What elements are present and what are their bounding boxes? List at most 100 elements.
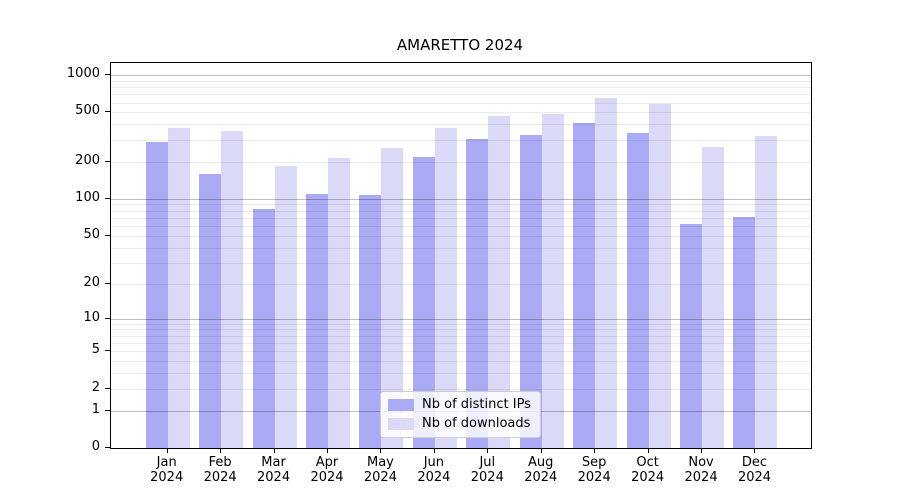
x-tick-mark (647, 448, 649, 453)
legend-label: Nb of downloads (422, 416, 531, 431)
gridline-minor (111, 351, 811, 353)
x-tick-label: Mar 2024 (257, 455, 291, 485)
x-tick-label: Dec 2024 (737, 455, 772, 485)
y-tick-mark (105, 282, 110, 284)
legend-label: Nb of distinct IPs (422, 397, 531, 412)
gridline-minor (111, 373, 811, 375)
gridline-major (111, 318, 811, 320)
y-tick-mark (105, 317, 110, 319)
x-tick-mark (327, 448, 328, 453)
bar-downloads-dec (755, 135, 778, 448)
bar-distinct-ips-feb (199, 174, 222, 448)
bar-downloads-apr (328, 158, 350, 448)
y-tick-label: 500 (75, 103, 100, 119)
gridline-minor (111, 124, 811, 126)
bar-downloads-feb (221, 130, 244, 448)
y-tick-label: 200 (75, 152, 100, 168)
bar-downloads-nov (702, 147, 725, 448)
x-tick-label: May 2024 (363, 455, 397, 485)
gridline-minor (111, 161, 811, 163)
gridline-minor (111, 247, 811, 249)
gridline-minor (111, 210, 811, 212)
gridline-minor (111, 94, 811, 96)
y-tick-label: 2 (91, 379, 100, 395)
gridline-minor (111, 388, 811, 390)
gridline-minor (111, 139, 811, 141)
bar-downloads-jun (434, 128, 457, 448)
y-tick-mark (105, 409, 110, 411)
bar-downloads-sep (595, 97, 618, 448)
bar-distinct-ips-jul (466, 139, 489, 448)
gridline-minor (111, 204, 811, 206)
bar-distinct-ips-apr (306, 193, 328, 448)
x-tick-mark (380, 448, 382, 453)
gridline-minor (111, 335, 811, 337)
y-tick-label: 0 (91, 439, 100, 454)
gridline-minor (111, 80, 811, 82)
gridline-minor (111, 226, 811, 228)
bar-distinct-ips-may (359, 194, 382, 448)
gridline-minor (111, 323, 811, 325)
plot-area (110, 62, 812, 449)
y-tick-mark (105, 447, 110, 448)
y-tick-mark (105, 350, 110, 352)
bar-distinct-ips-aug (519, 135, 542, 448)
y-tick-mark (105, 197, 110, 199)
bar-downloads-aug (541, 113, 564, 448)
y-tick-label: 20 (83, 274, 100, 290)
bar-downloads-jan (167, 128, 190, 448)
bar-distinct-ips-mar (252, 208, 275, 448)
y-tick-label: 50 (83, 226, 100, 242)
x-tick-label: Aug 2024 (524, 455, 558, 485)
x-tick-label: Sep 2024 (577, 455, 611, 485)
y-tick-label: 1000 (66, 66, 100, 82)
bar-downloads-oct (648, 103, 671, 448)
x-tick-label: Feb 2024 (203, 455, 237, 485)
y-tick-mark (105, 160, 110, 162)
gridline-minor (111, 112, 811, 114)
y-tick-label: 1 (91, 401, 100, 417)
legend: Nb of distinct IPs Nb of downloads (380, 391, 541, 438)
x-tick-mark (540, 448, 542, 453)
gridline-minor (111, 217, 811, 219)
gridline-minor (111, 102, 811, 104)
x-tick-label: Jun 2024 (417, 455, 451, 485)
gridline-minor (111, 87, 811, 89)
chart-title: AMARETTO 2024 (396, 36, 524, 54)
gridline-major (111, 75, 811, 77)
x-tick-label: Jan 2024 (150, 455, 184, 485)
x-tick-mark (701, 448, 703, 453)
legend-row: Nb of downloads (388, 416, 531, 432)
x-tick-mark (220, 448, 222, 453)
bar-downloads-mar (274, 165, 297, 448)
bar-distinct-ips-jan (145, 141, 168, 448)
gridline-minor (111, 283, 811, 285)
legend-row: Nb of distinct IPs (388, 397, 531, 413)
gridline-minor (111, 235, 811, 237)
gridline-minor (111, 329, 811, 331)
x-tick-mark (433, 448, 435, 453)
gridline-minor (111, 342, 811, 344)
bar-distinct-ips-nov (680, 223, 703, 448)
y-tick-mark (105, 74, 110, 76)
gridline-major (111, 198, 811, 200)
y-tick-mark (105, 387, 110, 389)
y-tick-label: 5 (91, 342, 100, 358)
bar-distinct-ips-sep (573, 123, 596, 448)
x-tick-mark (166, 448, 168, 453)
y-tick-mark (105, 234, 110, 236)
bar-downloads-may (381, 148, 404, 448)
gridline-minor (111, 361, 811, 363)
x-tick-label: Oct 2024 (631, 455, 665, 485)
x-tick-label: Nov 2024 (684, 455, 718, 485)
bar-distinct-ips-dec (733, 217, 756, 448)
y-tick-mark (105, 111, 110, 113)
x-tick-label: Jul 2024 (470, 455, 504, 485)
x-tick-mark (487, 448, 489, 453)
bar-distinct-ips-oct (626, 133, 649, 448)
legend-swatch-distinct-ips (388, 399, 414, 411)
legend-swatch-downloads (388, 418, 414, 430)
x-tick-mark (594, 448, 596, 453)
x-tick-mark (273, 448, 275, 453)
